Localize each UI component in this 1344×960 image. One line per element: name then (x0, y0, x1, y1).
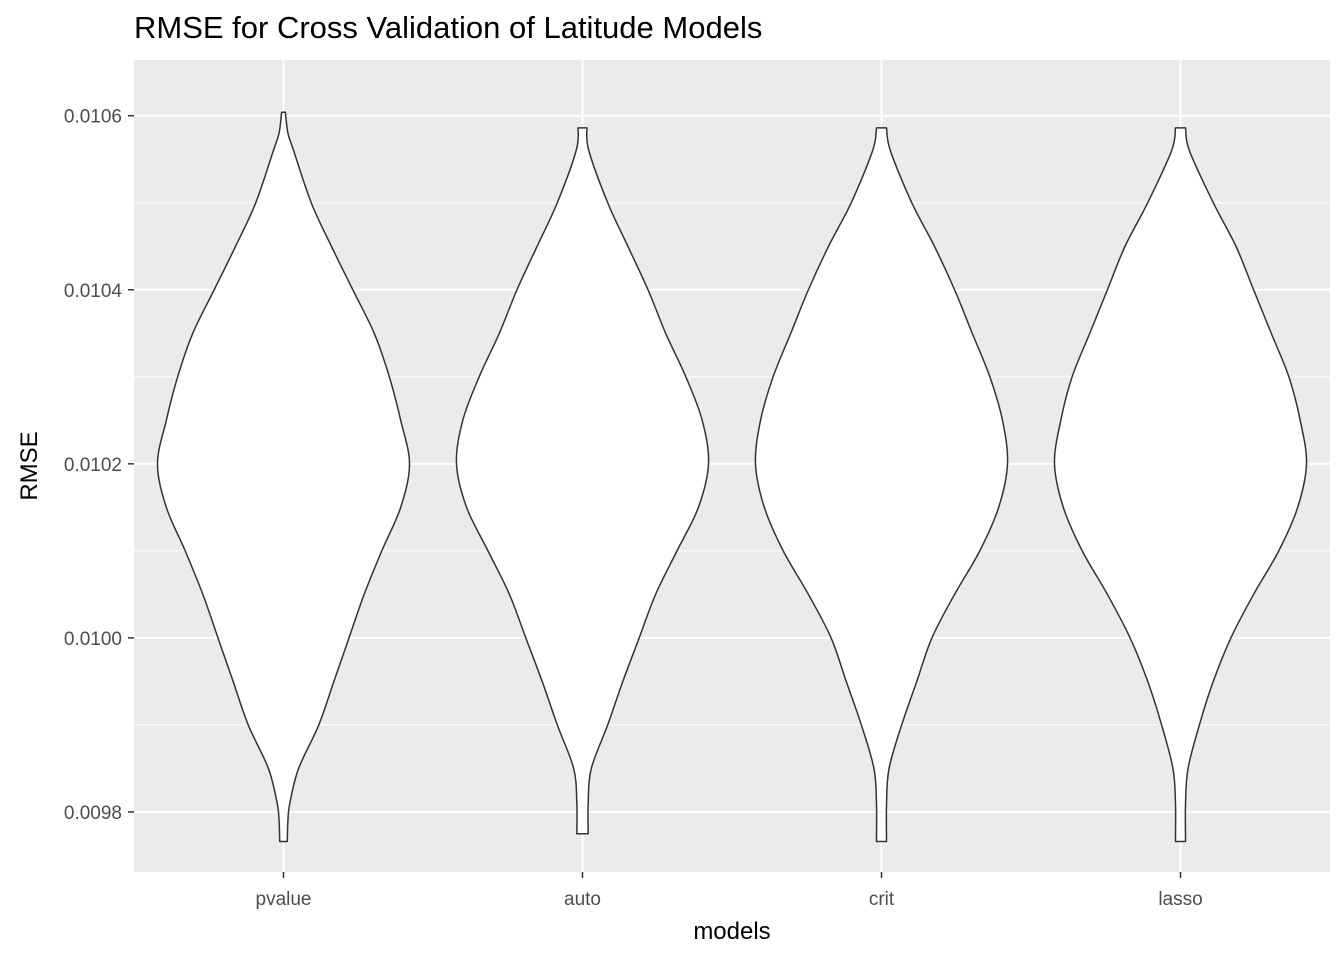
x-tick-label-auto: auto (564, 889, 601, 910)
chart-title: RMSE for Cross Validation of Latitude Mo… (134, 10, 763, 45)
y-tick-label: 0.0100 (64, 629, 122, 650)
violin-auto (455, 127, 710, 835)
y-axis-title: RMSE (16, 431, 43, 500)
x-tick-label-crit: crit (869, 889, 895, 910)
violins (156, 111, 1308, 843)
violin-lasso (1053, 127, 1308, 843)
y-axis: 0.0098 0.0100 0.0102 0.0104 0.0106 (64, 107, 134, 824)
x-tick-label-pvalue: pvalue (256, 889, 312, 910)
y-tick-label: 0.0104 (64, 281, 123, 302)
x-axis-title: models (693, 918, 770, 945)
y-tick-label: 0.0098 (64, 803, 122, 824)
violin-crit (754, 127, 1009, 843)
x-tick-label-lasso: lasso (1158, 889, 1202, 910)
y-tick-label: 0.0102 (64, 455, 122, 476)
violin-pvalue (156, 111, 411, 843)
y-tick-label: 0.0106 (64, 107, 122, 128)
x-axis: pvalue auto crit lasso (256, 872, 1203, 910)
